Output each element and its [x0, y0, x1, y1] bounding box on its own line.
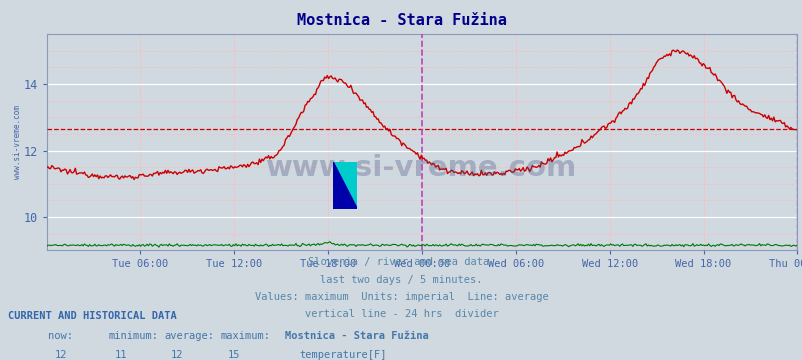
Polygon shape [333, 162, 357, 209]
Text: 11: 11 [115, 350, 128, 360]
Text: minimum:: minimum: [108, 331, 158, 341]
Polygon shape [333, 162, 357, 209]
Text: CURRENT AND HISTORICAL DATA: CURRENT AND HISTORICAL DATA [8, 311, 176, 321]
Text: Slovenia / river and sea data.: Slovenia / river and sea data. [307, 257, 495, 267]
Text: 12: 12 [55, 350, 67, 360]
Text: maximum:: maximum: [221, 331, 270, 341]
Text: 15: 15 [227, 350, 240, 360]
Text: last two days / 5 minutes.: last two days / 5 minutes. [320, 275, 482, 285]
Text: now:: now: [48, 331, 73, 341]
Text: 12: 12 [171, 350, 184, 360]
Text: Mostnica - Stara Fužina: Mostnica - Stara Fužina [285, 331, 428, 341]
Text: www.si-vreme.com: www.si-vreme.com [266, 154, 577, 182]
Text: Values: maximum  Units: imperial  Line: average: Values: maximum Units: imperial Line: av… [254, 292, 548, 302]
Text: Mostnica - Stara Fužina: Mostnica - Stara Fužina [296, 13, 506, 28]
Y-axis label: www.si-vreme.com: www.si-vreme.com [13, 105, 22, 179]
Polygon shape [333, 162, 357, 209]
Text: temperature[F]: temperature[F] [299, 350, 387, 360]
Text: vertical line - 24 hrs  divider: vertical line - 24 hrs divider [304, 309, 498, 319]
Text: average:: average: [164, 331, 214, 341]
